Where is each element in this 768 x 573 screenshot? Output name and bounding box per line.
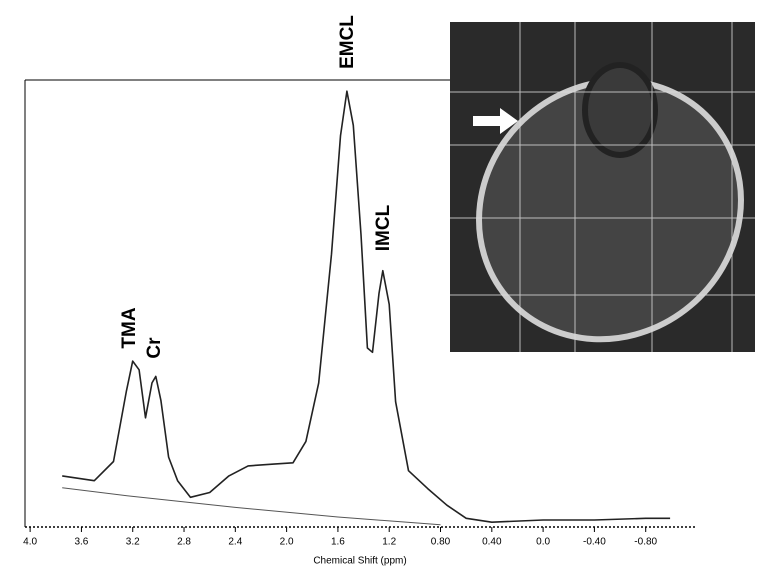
spectrum-line [62, 487, 441, 526]
x-tick-label: 3.2 [126, 537, 140, 548]
x-tick-label: 4.0 [23, 537, 37, 548]
x-tick-label: 0.80 [431, 537, 451, 548]
arrow [473, 108, 518, 134]
x-tick-label: 1.6 [331, 537, 345, 548]
peak-label: IMCL [373, 204, 394, 251]
x-tick-label: 3.6 [74, 537, 88, 548]
x-tick-label: -0.80 [634, 537, 657, 548]
spectrum-line [62, 90, 671, 523]
peak-label: EMCL [337, 15, 358, 69]
peak-label: TMA [119, 307, 140, 348]
peak-label: Cr [144, 337, 165, 359]
x-tick-label: 2.4 [228, 537, 242, 548]
x-tick-label: 1.2 [382, 537, 396, 548]
mri-bone [582, 62, 658, 158]
x-tick-label: -0.40 [583, 537, 606, 548]
x-axis-label: Chemical Shift (ppm) [313, 556, 406, 567]
inset-image [450, 22, 755, 352]
x-tick-label: 0.0 [536, 537, 550, 548]
x-tick-label: 2.0 [280, 537, 294, 548]
x-tick-label: 0.40 [482, 537, 502, 548]
x-tick-label: 2.8 [177, 537, 191, 548]
voxel-grid [450, 22, 755, 352]
